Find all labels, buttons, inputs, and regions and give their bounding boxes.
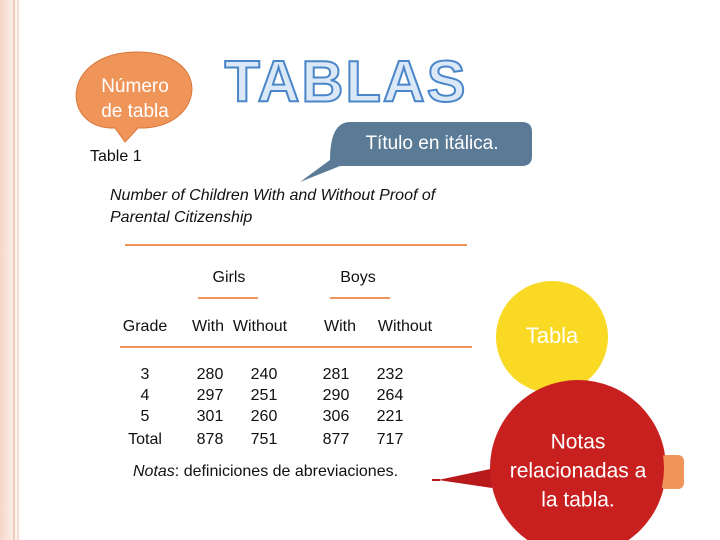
callout-text: Notas: [551, 431, 606, 454]
table-cell: 281: [323, 366, 350, 383]
callout-bubble: [75, 51, 193, 143]
callout-text: Tabla: [526, 323, 579, 348]
callout-text: la tabla.: [541, 489, 615, 512]
decor: [660, 455, 684, 489]
note-label: Notas: [133, 463, 175, 480]
table-cell: 260: [251, 408, 278, 425]
table-number: Table 1: [90, 148, 142, 165]
column-header: Without: [233, 318, 288, 335]
table-cell: 5: [141, 408, 150, 425]
table-cell: 3: [141, 366, 150, 383]
table-cell: 297: [197, 387, 224, 404]
column-header: Grade: [123, 318, 168, 335]
column-header: With: [192, 318, 224, 335]
column-header: Without: [378, 318, 433, 335]
callout-bubble: [300, 122, 532, 182]
table-cell: 306: [323, 408, 350, 425]
table-cell: 232: [377, 366, 404, 383]
table-cell: 4: [141, 387, 150, 404]
slide-title: TABLAS: [225, 49, 468, 114]
table-cell: Total: [128, 431, 162, 448]
note-text: : definiciones de abreviaciones.: [175, 463, 398, 480]
table-cell: 264: [377, 387, 404, 404]
group-header: Boys: [340, 269, 376, 286]
group-header: Girls: [213, 269, 246, 286]
table-cell: 251: [251, 387, 278, 404]
callout-tail: [438, 468, 495, 488]
table-cell: 221: [377, 408, 404, 425]
side-band: [0, 0, 22, 540]
table-note: Notas: definiciones de abreviaciones.: [133, 463, 398, 480]
column-header: With: [324, 318, 356, 335]
table-cell: 877: [323, 431, 350, 448]
callout-text: Número: [101, 76, 169, 97]
table-cell: 290: [323, 387, 350, 404]
callout-bubble: [496, 281, 608, 393]
table-title: Parental Citizenship: [110, 209, 252, 226]
table-cell: 301: [197, 408, 224, 425]
table-cell: 751: [251, 431, 278, 448]
callout-text: relacionadas a: [510, 460, 647, 483]
callout-text: de tabla: [101, 101, 169, 122]
callout-text: Título en itálica.: [365, 133, 498, 154]
table-cell: 240: [251, 366, 278, 383]
callout-bubble: [492, 382, 664, 540]
table-cell: 717: [377, 431, 404, 448]
table-title: Number of Children With and Without Proo…: [110, 187, 437, 204]
table-cell: 280: [197, 366, 224, 383]
table-cell: 878: [197, 431, 224, 448]
